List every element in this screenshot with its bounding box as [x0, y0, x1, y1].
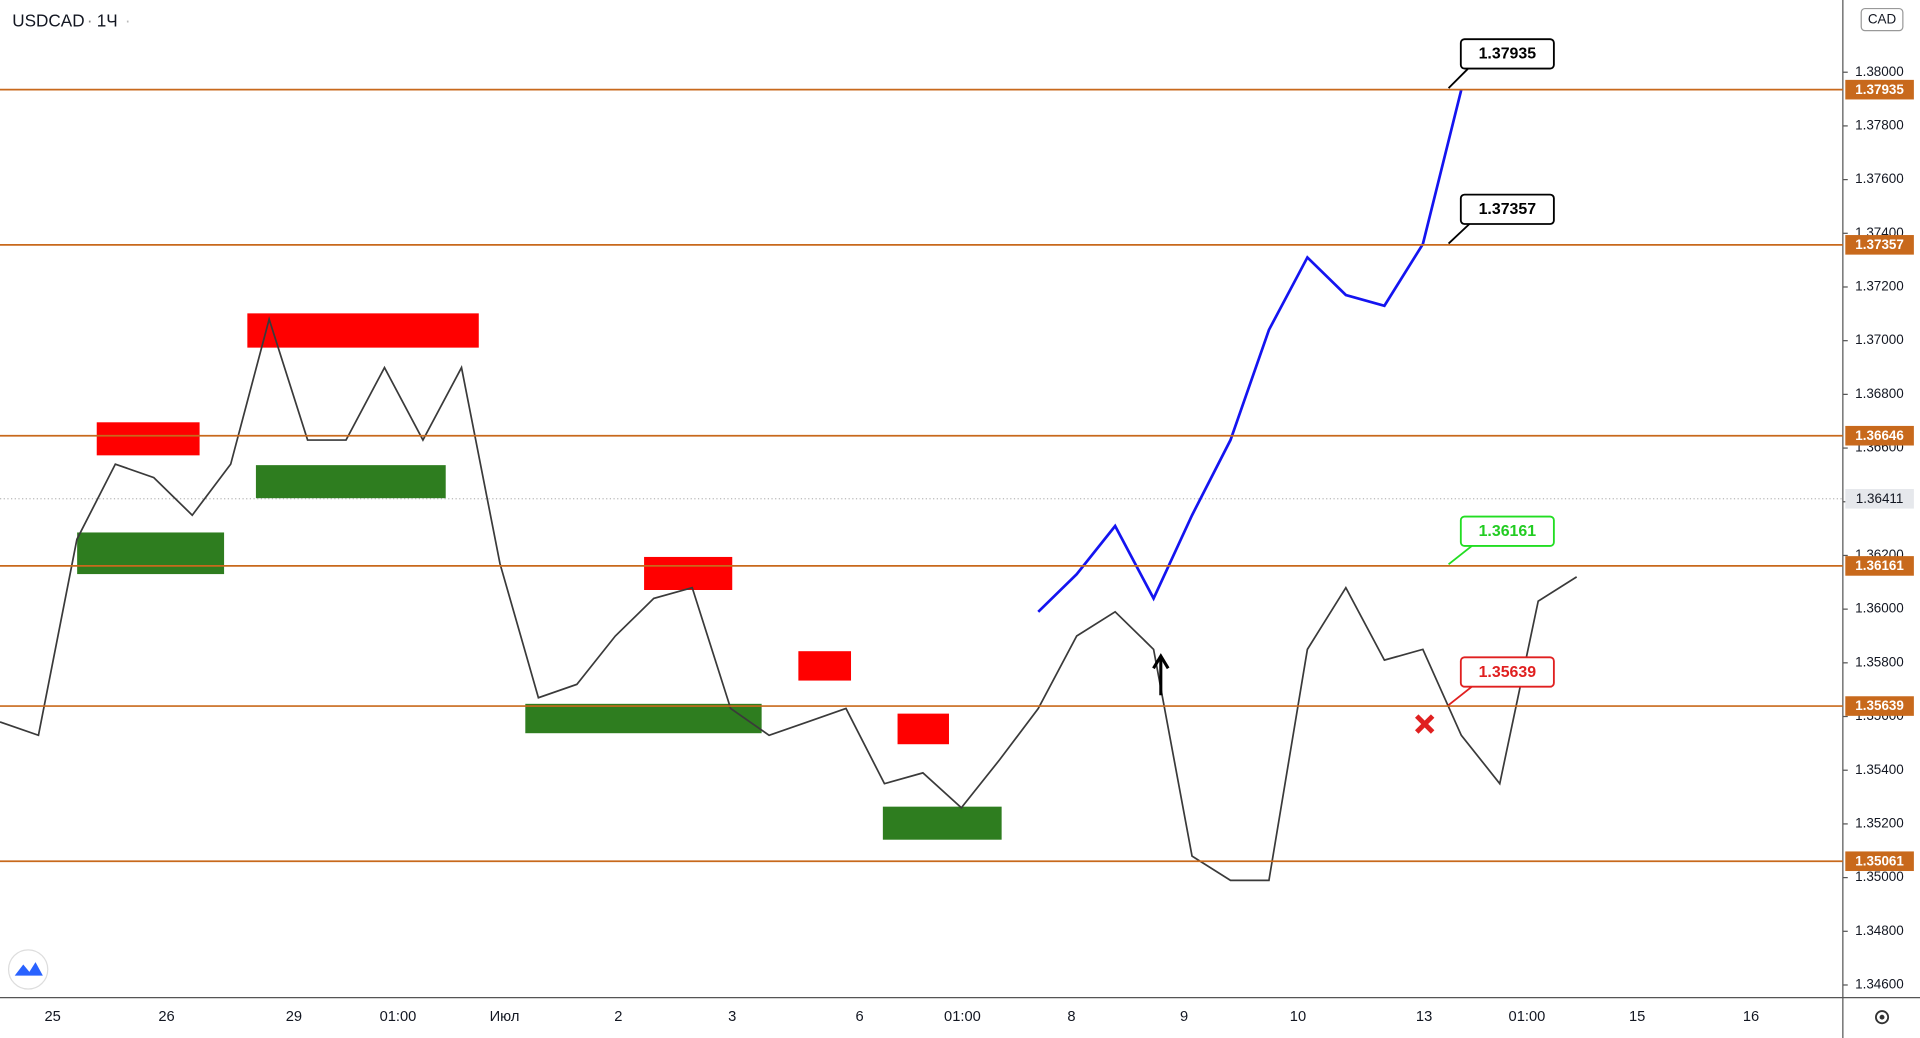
- marks: [0, 88, 1843, 882]
- level-box: [1845, 556, 1914, 576]
- last-price-label: 1.36411: [1856, 491, 1904, 506]
- zones: [77, 313, 1002, 840]
- callout-box: [1459, 515, 1555, 547]
- callout: 1.37357: [1447, 193, 1555, 245]
- price-line: [0, 316, 1578, 882]
- y-tick-label: 1.35400: [1855, 762, 1904, 777]
- y-tick-label: 1.35000: [1855, 869, 1904, 884]
- level-box: [1845, 79, 1914, 100]
- x-tick-label: 25: [44, 1009, 60, 1025]
- currency-box[interactable]: [1860, 7, 1904, 32]
- callout: 1.37935: [1447, 38, 1555, 89]
- zone: [525, 703, 762, 734]
- last-price-box: [1845, 489, 1914, 509]
- up-arrow: [1152, 653, 1170, 696]
- price-line: [1037, 89, 1463, 613]
- y-tick-label: 1.36000: [1855, 601, 1904, 616]
- zone: [882, 806, 1002, 840]
- level-box: [1845, 851, 1914, 872]
- y-tick-label: 1.37200: [1855, 279, 1904, 294]
- cross-mark: [1415, 714, 1435, 734]
- callout-label: 1.37935: [1479, 46, 1537, 63]
- x-tick-label: 16: [1743, 1009, 1759, 1025]
- y-tick-label: 1.37800: [1855, 117, 1904, 132]
- level-box: [1845, 235, 1914, 255]
- y-tick-label: 1.37600: [1855, 171, 1904, 186]
- zone: [96, 422, 200, 456]
- y-tick-label: 1.37000: [1855, 332, 1904, 347]
- callout-box: [1459, 656, 1555, 688]
- x-tick-label: 01:00: [380, 1009, 417, 1025]
- callout-label: 1.37357: [1479, 201, 1537, 218]
- level-box: [1845, 425, 1914, 446]
- x-tick-label: 29: [286, 1009, 302, 1025]
- logo[interactable]: [7, 949, 49, 990]
- x-tick-label: 01:00: [1509, 1009, 1546, 1025]
- currency[interactable]: CAD: [1868, 12, 1897, 27]
- callout: 1.35639: [1448, 656, 1555, 706]
- y-tick-label: 1.34800: [1855, 923, 1904, 938]
- x-tick-label: 15: [1629, 1009, 1645, 1025]
- x-tick-label: 8: [1067, 1009, 1075, 1025]
- level-label: 1.36646: [1855, 428, 1904, 443]
- zone: [644, 556, 733, 590]
- y-tick-label: 1.35800: [1855, 654, 1904, 669]
- x-tick-label: 6: [856, 1009, 864, 1025]
- y-tick-label: 1.36800: [1855, 386, 1904, 401]
- symbol: USDCAD: [12, 11, 84, 31]
- separator: ·: [125, 11, 131, 31]
- x-tick-label: 9: [1180, 1009, 1188, 1025]
- x-tick-label: 13: [1416, 1009, 1432, 1025]
- y-tick-label: 1.34600: [1855, 977, 1904, 992]
- callout-box: [1459, 38, 1555, 70]
- y-tick-label: 1.38000: [1855, 64, 1904, 79]
- y-tick-label: 1.35200: [1855, 815, 1904, 830]
- zone: [247, 313, 479, 348]
- x-tick-label: 2: [614, 1009, 622, 1025]
- callout-box: [1459, 193, 1555, 225]
- zone: [77, 532, 225, 575]
- level-label: 1.36161: [1855, 558, 1904, 573]
- callout-pointer: [1447, 66, 1471, 89]
- x-tick-label: 3: [728, 1009, 736, 1025]
- zone: [255, 465, 446, 499]
- callout: 1.36161: [1448, 515, 1555, 566]
- level-label: 1.35061: [1855, 853, 1904, 868]
- separator: ·: [87, 11, 93, 31]
- x-tick-label: 01:00: [944, 1009, 981, 1025]
- x-tick-label: 26: [158, 1009, 174, 1025]
- callout-label: 1.35639: [1479, 664, 1537, 681]
- interval: 1Ч: [97, 11, 118, 31]
- callout-pointer: [1448, 685, 1473, 706]
- settings-icon[interactable]: [1875, 1010, 1890, 1025]
- zone: [897, 713, 949, 745]
- zone: [798, 651, 852, 681]
- level-label: 1.35639: [1855, 698, 1904, 713]
- level-box: [1845, 696, 1914, 716]
- callout-label: 1.36161: [1479, 523, 1537, 540]
- callout-pointer: [1447, 223, 1471, 245]
- x-tick-label: 10: [1290, 1009, 1306, 1025]
- level-label: 1.37935: [1855, 82, 1904, 97]
- level-label: 1.37357: [1855, 237, 1904, 252]
- x-tick-label: Июл: [490, 1009, 520, 1025]
- callout-pointer: [1448, 545, 1473, 566]
